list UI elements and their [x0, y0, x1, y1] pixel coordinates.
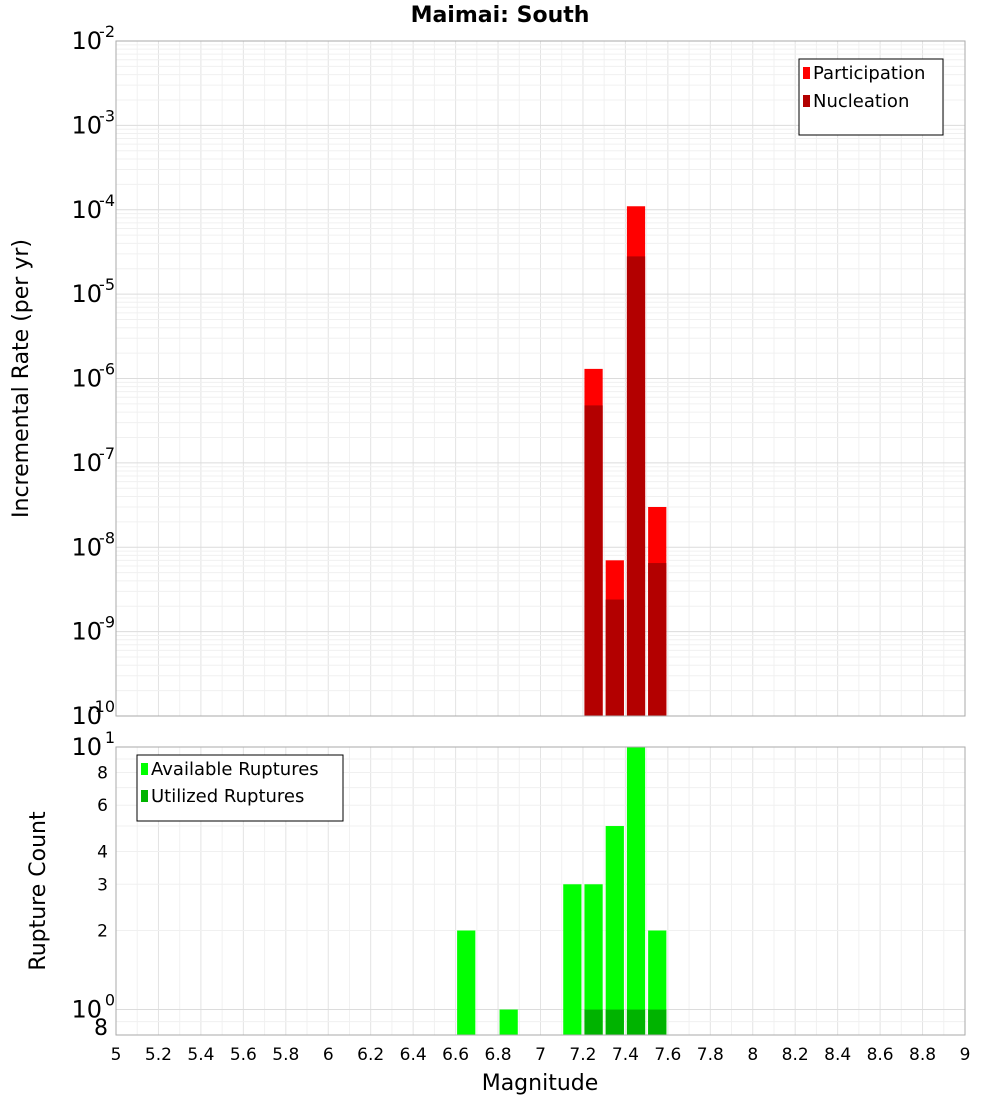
y-tick-label: 10	[71, 280, 102, 308]
x-tick-label: 5.6	[230, 1045, 257, 1065]
y-tick-exponent: -6	[99, 360, 115, 379]
x-tick-label: 8	[747, 1045, 758, 1065]
legend-label: Utilized Ruptures	[151, 786, 304, 807]
bar-available-ruptures	[457, 930, 476, 1035]
y-tick-label: 10	[71, 533, 102, 561]
x-tick-label: 5.2	[145, 1045, 172, 1065]
legend-label: Participation	[813, 63, 925, 84]
x-tick-label: 9	[960, 1045, 971, 1065]
x-axis-label: Magnitude	[482, 1071, 599, 1096]
y-tick-exponent: -8	[99, 528, 115, 547]
plot-panels: 10-1010-910-810-710-610-510-410-310-2Inc…	[9, 22, 970, 1065]
x-tick-label: 6.4	[400, 1045, 427, 1065]
x-tick-label: 7.2	[569, 1045, 596, 1065]
legend-box	[136, 754, 344, 822]
legend-swatch	[803, 95, 810, 107]
y-tick-label: 10	[71, 365, 102, 393]
legend-swatch	[141, 763, 148, 775]
x-tick-label: 6.2	[357, 1045, 384, 1065]
y-tick-exponent: -3	[99, 106, 115, 125]
y-tick-exponent: -7	[99, 444, 115, 463]
y-tick-label: 10	[71, 111, 102, 139]
x-tick-label: 7	[535, 1045, 546, 1065]
bar-available-ruptures	[605, 826, 624, 1035]
y-tick-exponent: 1	[105, 728, 115, 747]
legend-label: Nucleation	[813, 91, 909, 112]
y-tick-exponent: -4	[99, 191, 115, 210]
x-tick-label: 6.8	[485, 1045, 512, 1065]
y-tick-exponent: -9	[99, 613, 115, 632]
legend-count: Available Ruptures Utilized Ruptures	[136, 754, 344, 822]
y-tick-label: 10	[71, 702, 102, 730]
chart-title: Maimai: South	[411, 3, 590, 28]
y-tick-label: 10	[71, 733, 102, 761]
x-tick-label: 5.8	[272, 1045, 299, 1065]
plot-border-rate	[115, 40, 966, 717]
x-axis-ticks: 5 5.2 5.4 5.6 5.8 6 6.2 6.4 6.6 6.8 7 7.2 7.4 7.6 7.8 8…	[111, 1045, 971, 1065]
y-tick-label: 8	[94, 1016, 108, 1041]
bar-available-ruptures	[584, 884, 603, 1035]
y-axis-label-count: Rupture Count	[26, 811, 51, 971]
bar-utilized-ruptures	[605, 1009, 624, 1035]
y-tick-label: 4	[97, 842, 108, 862]
x-tick-label: 7.8	[697, 1045, 724, 1065]
legend-swatch	[803, 67, 810, 79]
y-tick-label: 10	[71, 449, 102, 477]
y-tick-label: 6	[97, 796, 108, 816]
x-tick-label: 8.2	[782, 1045, 809, 1065]
bar-available-ruptures	[499, 1009, 518, 1035]
legend-swatch	[141, 790, 148, 802]
y-axis-label-rate: Incremental Rate (per yr)	[9, 239, 34, 518]
bar-nucleation	[605, 599, 624, 716]
x-tick-label: 8.6	[867, 1045, 894, 1065]
y-tick-exponent: 0	[105, 991, 115, 1010]
legend-rate: Participation Nucleation	[798, 58, 944, 136]
x-tick-label: 7.4	[612, 1045, 639, 1065]
y-tick-label: 3	[97, 875, 108, 895]
y-tick-label: 10	[71, 618, 102, 646]
x-tick-label: 6	[323, 1045, 334, 1065]
bar-nucleation	[626, 256, 646, 716]
bar-nucleation	[584, 405, 603, 716]
x-tick-label: 5.4	[187, 1045, 214, 1065]
y-tick-label: 2	[97, 922, 108, 942]
plot-border-count	[115, 746, 966, 1036]
y-tick-label: 10	[71, 27, 102, 55]
y-tick-exponent: -10	[89, 697, 115, 716]
x-tick-label: 7.6	[654, 1045, 681, 1065]
bar-utilized-ruptures	[648, 1009, 667, 1035]
x-tick-label: 8.8	[909, 1045, 936, 1065]
y-tick-label: 10	[71, 196, 102, 224]
x-tick-label: 8.4	[824, 1045, 851, 1065]
y-tick-exponent: -2	[99, 22, 115, 41]
bar-available-ruptures	[648, 930, 667, 1035]
y-tick-exponent: -5	[99, 275, 115, 294]
y-tick-label: 10	[71, 996, 102, 1024]
legend-label: Available Ruptures	[151, 759, 319, 780]
y-tick-label: 8	[97, 763, 108, 783]
x-tick-label: 5	[111, 1045, 122, 1065]
panel-rate: 10-1010-910-810-710-610-510-410-310-2Inc…	[9, 22, 966, 730]
bar-available-ruptures	[563, 884, 582, 1035]
bar-nucleation	[648, 563, 667, 716]
bar-utilized-ruptures	[626, 1009, 646, 1035]
bar-available-ruptures	[626, 747, 646, 1035]
bar-utilized-ruptures	[584, 1009, 603, 1035]
legend-box	[798, 58, 944, 136]
x-tick-label: 6.6	[442, 1045, 469, 1065]
